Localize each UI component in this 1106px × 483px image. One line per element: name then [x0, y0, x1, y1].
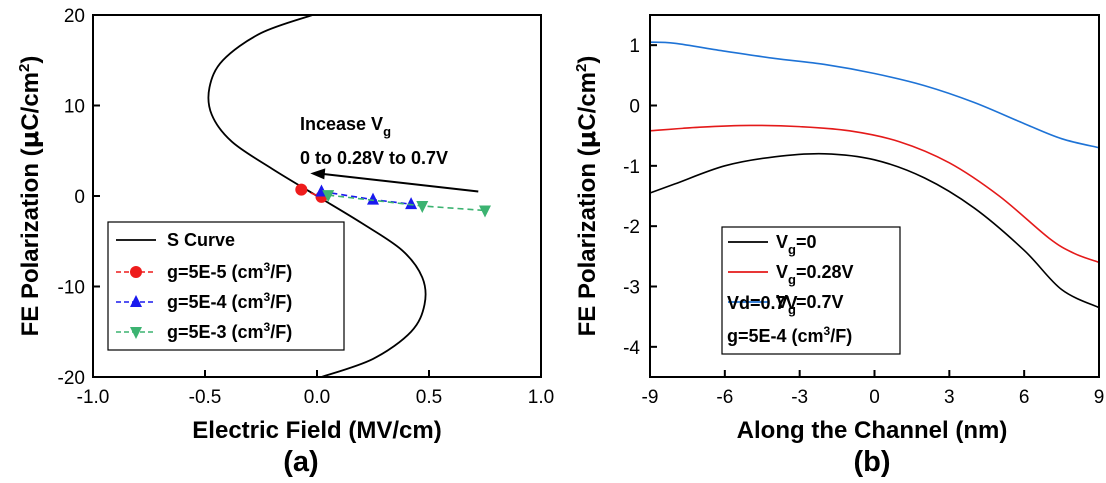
y-tick-label: -2 [623, 217, 640, 238]
legend-label: Vg=0 [776, 232, 817, 257]
x-tick-label: 9 [1094, 387, 1105, 408]
legend-text-part: V [776, 292, 788, 312]
y-tick-label: 20 [64, 6, 85, 27]
legend-sup: 3 [264, 320, 271, 334]
legend-note-vd: Vd=0.7V [727, 293, 798, 313]
panel-b-label: (b) [853, 446, 890, 478]
series-line [649, 41, 1100, 149]
y-tick-label: -3 [623, 278, 640, 299]
panel-a: -1.0 -0.5 0.0 0.5 1.0 -20 -10 0 10 20 Incease Vg 0… [16, 6, 554, 478]
legend-text-part: =0.28V [796, 262, 854, 282]
panel-a-xlabel: Electric Field (MV/cm) [192, 417, 441, 444]
y-tick-label: -1 [623, 157, 640, 178]
legend-text-part: g=5E-3 (cm [167, 322, 264, 342]
legend-label: g=5E-4 (cm3/F) [167, 290, 292, 312]
x-tick-label: 0.0 [304, 387, 330, 408]
x-tick-label: -0.5 [189, 387, 222, 408]
legend-text-part: g=5E-4 (cm [167, 292, 264, 312]
series-line [649, 152, 1100, 309]
legend-text-part: /F) [270, 262, 292, 282]
legend-sup: 3 [264, 260, 271, 274]
data-point [322, 190, 335, 203]
legend-sup: 3 [824, 324, 831, 338]
legend-text-part: g=5E-4 (cm [727, 326, 824, 346]
panel-a-ylabel: FE Polarization (μC/cm2) [16, 56, 44, 337]
y-tick-label: 10 [64, 97, 85, 118]
legend-text-part: V [776, 232, 788, 252]
legend-label: g=5E-5 (cm3/F) [167, 260, 292, 282]
legend-text-part: g=5E-5 (cm [167, 262, 264, 282]
legend-text-part: V [776, 262, 788, 282]
y-tick-label: -4 [623, 338, 640, 359]
legend-text-part: /F) [270, 322, 292, 342]
data-point [295, 183, 308, 196]
y-tick-label: 0 [629, 97, 640, 118]
data-point [130, 327, 142, 339]
panel-b-ylabel: FE Polarization (μC/cm2) [573, 56, 601, 337]
arrow-head [310, 168, 326, 180]
annotation-line2: 0 to 0.28V to 0.7V [300, 148, 448, 168]
legend-sup: 3 [264, 290, 271, 304]
x-tick-label: -3 [791, 387, 808, 408]
arrow-line [322, 172, 479, 193]
legend-note-g: g=5E-4 (cm3/F) [727, 324, 852, 346]
legend-sub: g [788, 242, 796, 257]
x-tick-label: 1.0 [528, 387, 554, 408]
series-line [649, 124, 1100, 264]
y-tick-label: 1 [629, 36, 640, 57]
legend-text-part: =0 [796, 232, 817, 252]
y-tick-label: -10 [58, 278, 85, 299]
x-tick-label: 0.5 [416, 387, 442, 408]
legend-label: Vg=0.28V [776, 262, 854, 287]
data-point [479, 205, 491, 218]
annotation-sub: g [383, 124, 391, 139]
annotation-line1: Incease Vg [300, 114, 391, 139]
data-point [130, 266, 142, 278]
panel-a-label: (a) [283, 446, 318, 478]
legend-sub: g [788, 272, 796, 287]
legend-text-part: /F) [830, 326, 852, 346]
x-tick-label: 6 [1019, 387, 1030, 408]
legend-box [107, 221, 345, 351]
data-point [405, 197, 418, 210]
legend-label: S Curve [167, 230, 235, 250]
y-tick-label: 0 [74, 187, 85, 208]
panel-b: -9 -6 -3 0 3 6 9-4-3-2-101 Vg=0Vg=0.28VVg=0.7V… [573, 14, 1105, 478]
legend-text-part: /F) [270, 292, 292, 312]
x-tick-label: 3 [944, 387, 955, 408]
legend-text-part: =0.7V [796, 292, 844, 312]
x-tick-label: 0 [869, 387, 880, 408]
data-point [367, 192, 379, 205]
x-tick-label: -1.0 [77, 387, 110, 408]
legend-sub: g [788, 302, 796, 317]
data-point [130, 295, 142, 307]
series-line [321, 190, 412, 205]
annotation-text: Incease V [300, 114, 383, 134]
panel-b-xlabel: Along the Channel (nm) [737, 417, 1008, 444]
legend-label: Vg=0.7V [776, 292, 844, 317]
y-tick-label: -20 [58, 368, 85, 389]
legend-label: g=5E-3 (cm3/F) [167, 320, 292, 342]
legend-box [721, 226, 901, 355]
data-point [416, 200, 429, 213]
x-tick-label: -9 [642, 387, 659, 408]
x-tick-label: -6 [716, 387, 733, 408]
